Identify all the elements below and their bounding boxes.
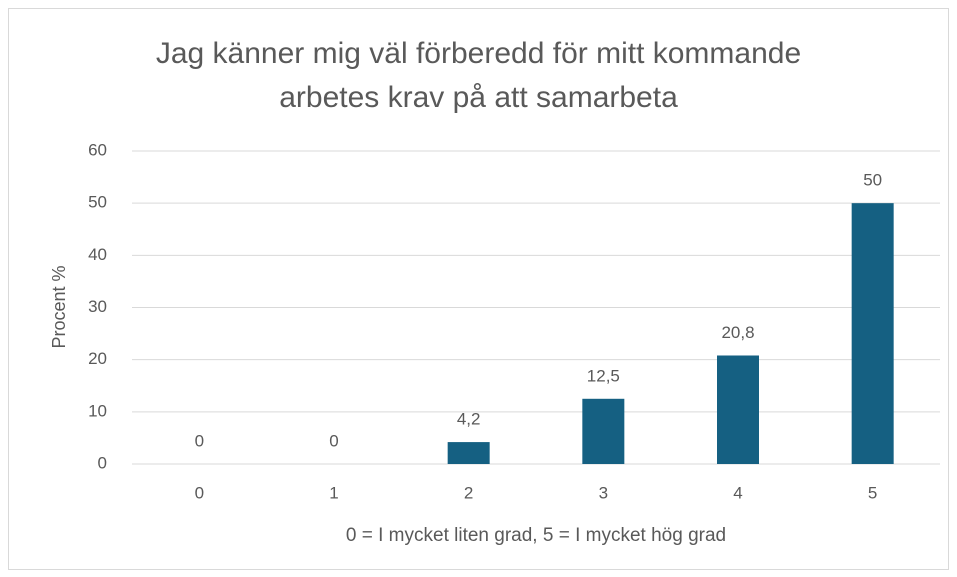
y-tick-label: 40 bbox=[88, 245, 107, 264]
x-tick-label: 4 bbox=[733, 483, 742, 502]
data-label: 12,5 bbox=[587, 366, 620, 385]
data-label: 50 bbox=[863, 171, 882, 190]
y-tick-label: 0 bbox=[98, 453, 107, 472]
y-axis-label: Procent % bbox=[49, 265, 69, 348]
bar bbox=[717, 355, 759, 464]
x-tick-label: 1 bbox=[329, 483, 338, 502]
x-tick-label: 0 bbox=[195, 483, 204, 502]
y-tick-label: 50 bbox=[88, 193, 107, 212]
y-tick-label: 10 bbox=[88, 401, 107, 420]
y-tick-label: 60 bbox=[88, 140, 107, 159]
bar bbox=[447, 442, 490, 464]
bar bbox=[851, 203, 894, 464]
data-label: 4,2 bbox=[457, 410, 481, 429]
x-axis-label: 0 = I mycket liten grad, 5 = I mycket hö… bbox=[346, 525, 726, 546]
y-tick-label: 30 bbox=[88, 297, 107, 316]
chart-border bbox=[8, 8, 949, 570]
bar bbox=[582, 398, 625, 464]
x-tick-label: 2 bbox=[464, 483, 473, 502]
x-tick-label: 3 bbox=[599, 483, 608, 502]
chart-title: Jag känner mig väl förberedd för mitt ko… bbox=[155, 37, 802, 114]
data-label: 0 bbox=[195, 431, 204, 450]
data-label: 20,8 bbox=[721, 323, 754, 342]
data-label: 0 bbox=[329, 431, 338, 450]
y-tick-label: 20 bbox=[88, 349, 107, 368]
x-tick-label: 5 bbox=[868, 483, 877, 502]
